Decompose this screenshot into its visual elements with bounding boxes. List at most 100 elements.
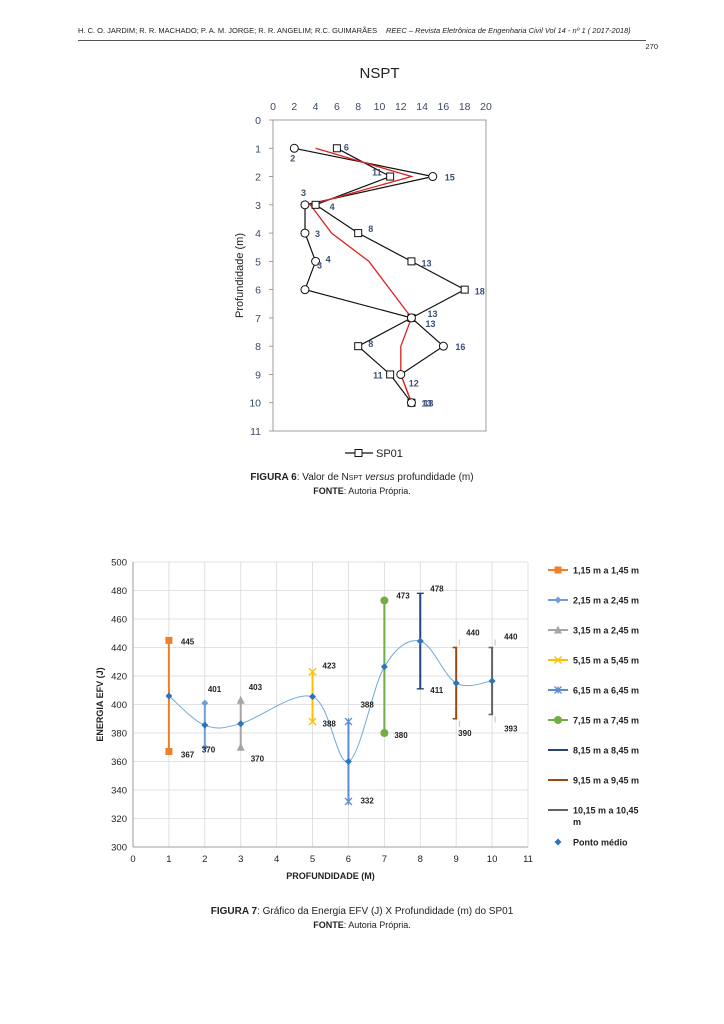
sp01-data-label: 13 (421, 258, 431, 268)
figure6-source-text: : Autoria Própria. (343, 486, 411, 496)
y-tick-label: 500 (111, 558, 127, 569)
y-tick-label: 8 (255, 341, 261, 353)
legend-label: Ponto médio (573, 838, 628, 848)
range-low-label: 393 (504, 724, 518, 733)
circle-series-data-label: 4 (326, 254, 331, 264)
figure6-caption-post: profundidade (m) (394, 472, 474, 483)
range-low-label: 388 (323, 720, 337, 729)
range-high-marker (308, 667, 317, 676)
range-low-label: 332 (360, 796, 374, 805)
figure6-caption: FIGURA 6: Valor de NSPT versus profundid… (0, 472, 724, 483)
midpoint-marker (416, 637, 424, 645)
legend-marker (554, 596, 562, 604)
midpoint-marker (237, 720, 245, 728)
y-tick-label: 420 (111, 672, 127, 683)
legend-label: 3,15 m a 2,45 m (573, 626, 639, 636)
x-tick-label: 20 (480, 101, 492, 113)
header-rule (78, 40, 646, 41)
sp01-point (386, 172, 395, 181)
y-tick-label: 400 (111, 700, 127, 711)
y-tick-label: 480 (111, 586, 127, 597)
sp01-point (386, 370, 395, 379)
y-tick-label: 0 (255, 115, 261, 127)
circle-series-point (428, 172, 438, 182)
figure7-source-text: : Autoria Própria. (343, 920, 411, 930)
y-tick-label: 2 (255, 172, 261, 184)
range-high-marker (201, 699, 209, 707)
legend-marker-sp01 (354, 449, 363, 457)
legend-label: 9,15 m a 9,45 m (573, 776, 639, 786)
header-authors: H. C. O. JARDIM; R. R. MACHADO; P. A. M.… (78, 26, 378, 35)
range-high-label: 401 (208, 685, 222, 694)
figure6-source-label: FONTE (313, 486, 344, 496)
y-tick-label: 6 (255, 285, 261, 297)
sp01-data-label: 4 (330, 202, 335, 212)
range-high-marker (165, 636, 173, 644)
range-low-marker (344, 797, 353, 806)
range-low-label: 411 (430, 686, 443, 695)
y-axis-label: Profundidade (m) (234, 233, 246, 318)
sp01-data-label: 8 (368, 339, 373, 349)
legend-label: 6,15 m a 6,45 m (573, 686, 639, 696)
y-tick-label: 300 (111, 843, 127, 854)
y-tick-label: 9 (255, 369, 261, 381)
plot-frame (272, 119, 487, 432)
range-low-marker (165, 748, 173, 756)
x-tick-label: 18 (459, 101, 471, 113)
midpoint-marker (309, 693, 317, 701)
header-journal: REEC – Revista Eletrônica de Engenharia … (386, 26, 631, 35)
circle-series-point (311, 256, 321, 266)
circle-series-point (300, 285, 310, 295)
sp01-point (460, 285, 469, 294)
y-tick-label: 4 (255, 228, 261, 240)
circle-series-point (406, 313, 416, 323)
range-low-label: 370 (251, 754, 265, 763)
x-tick-label: 2 (291, 101, 297, 113)
circle-series-data-label: 13 (427, 309, 437, 319)
circle-series-point (289, 143, 299, 153)
figure7-source-label: FONTE (313, 920, 344, 930)
sp01-data-label: 13 (425, 319, 435, 329)
x-tick-label: 5 (310, 854, 315, 865)
circle-series-line (294, 147, 445, 403)
sp01-line (314, 147, 466, 404)
range-low-marker (380, 729, 389, 737)
figure6-source: FONTE: Autoria Própria. (0, 486, 724, 496)
y-tick-label: 5 (255, 256, 261, 268)
x-tick-label: 9 (454, 854, 459, 865)
figure7-caption-text: : Gráfico da Energia EFV (J) X Profundid… (257, 906, 514, 917)
figure6-caption-italic: versus (362, 472, 395, 483)
y-axis-label: ENERGIA EFV (J) (95, 667, 105, 741)
sp01-point (332, 144, 341, 153)
range-high-label: 403 (249, 683, 263, 692)
x-tick-label: 8 (418, 854, 423, 865)
x-tick-label: 14 (416, 101, 428, 113)
figure6-caption-sub: SPT (348, 475, 363, 482)
range-low-label: 367 (181, 751, 195, 760)
legend-label: 1,15 m a 1,45 m (573, 566, 639, 576)
x-tick-label: 10 (487, 854, 498, 865)
midpoint-marker (380, 663, 388, 671)
y-tick-label: 340 (111, 786, 127, 797)
legend-marker (554, 838, 562, 846)
x-tick-label: 16 (438, 101, 450, 113)
midpoint-marker (165, 692, 173, 700)
range-high-label: 445 (181, 637, 195, 646)
midpoint-marker (452, 679, 460, 687)
sp01-point (407, 257, 416, 266)
legend-marker (554, 625, 562, 634)
figure7-caption-label: FIGURA 7 (210, 906, 258, 917)
x-tick-label: 0 (130, 854, 135, 865)
page-number: 270 (645, 42, 658, 51)
x-tick-label: 6 (334, 101, 340, 113)
x-tick-label: 6 (346, 854, 351, 865)
y-tick-label: 440 (111, 643, 127, 654)
range-high-marker (380, 596, 389, 605)
circle-series-data-label: 12 (409, 378, 419, 388)
range-low-marker (308, 717, 317, 726)
legend-marker (554, 566, 562, 574)
range-high-marker (236, 695, 245, 704)
circle-series-point (396, 369, 406, 379)
range-high-label: 388 (360, 701, 374, 710)
